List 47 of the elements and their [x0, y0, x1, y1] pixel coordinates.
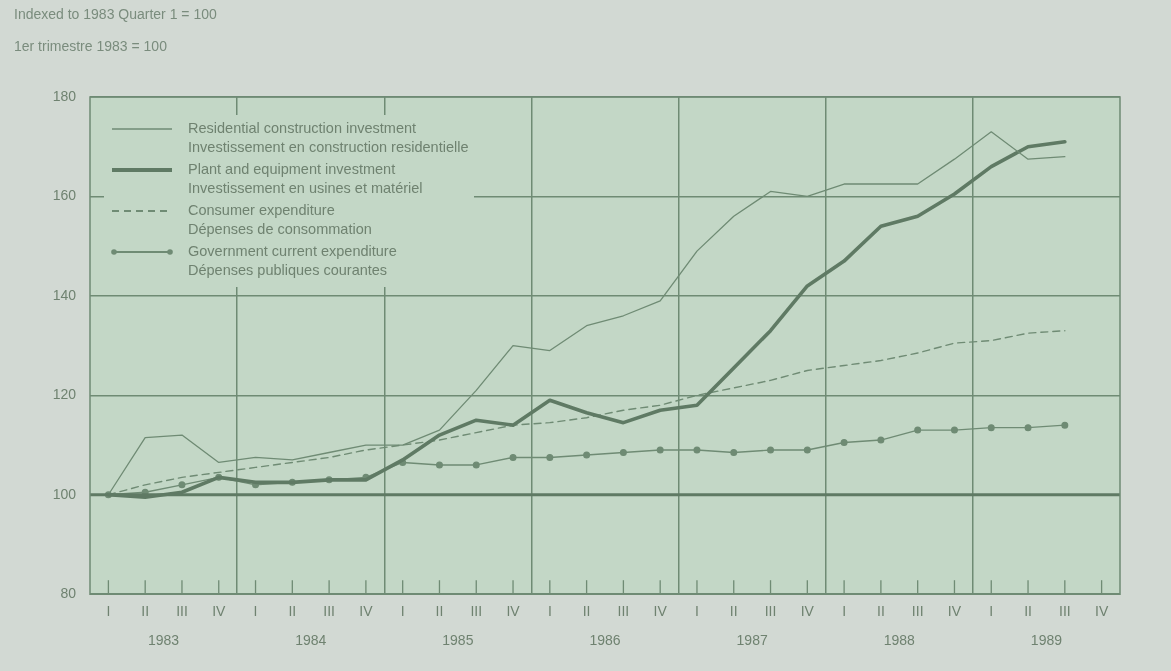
legend-label: Plant and equipment investment Investissement en usines et matériel — [188, 160, 423, 198]
x-tick-label: IV — [800, 603, 815, 620]
x-tick-label: III — [323, 603, 335, 620]
x-tick-label: II — [1024, 603, 1032, 620]
legend-label: Government current expenditure Dépenses publiques courantes — [188, 242, 397, 280]
y-tick-label: 160 — [52, 187, 77, 204]
legend-label: Residential construction investment Investissement en construction residentielle — [188, 119, 469, 157]
x-tick-label: IV — [359, 603, 374, 620]
x-tick-label: I — [695, 603, 699, 620]
chart-title: Indexed to 1983 Quarter 1 = 100 — [14, 6, 217, 22]
x-tick-label: III — [176, 603, 188, 620]
x-tick-label: IV — [653, 603, 668, 620]
text: 1988 — [883, 632, 916, 649]
text: 1984 — [295, 632, 327, 649]
y-tick-label: 140 — [52, 286, 77, 303]
x-tick-label: IV — [1094, 603, 1109, 620]
y-tick-label: 100 — [52, 485, 77, 502]
x-tick-label: II — [435, 603, 444, 620]
text: 1989 — [1030, 632, 1063, 649]
x-tick-label: I — [400, 603, 405, 620]
x-tick-label: I — [106, 603, 111, 620]
x-tick-label: II — [141, 603, 150, 620]
x-tick-label: II — [729, 603, 738, 620]
text: 1987 — [736, 632, 768, 649]
legend-label: Consumer expenditure Dépenses de consommation — [188, 201, 372, 239]
x-tick-label: III — [617, 603, 630, 620]
y-tick-label: 180 — [52, 87, 77, 104]
x-tick-label: III — [470, 603, 483, 620]
x-tick-label: III — [911, 603, 924, 620]
x-tick-label: I — [989, 603, 994, 620]
x-tick-label: II — [582, 603, 591, 620]
x-tick-label: III — [764, 603, 777, 620]
x-tick-label: IV — [212, 603, 227, 620]
y-tick-label: 80 — [60, 585, 77, 602]
x-tick-label: I — [253, 603, 258, 620]
text: 1985 — [442, 632, 474, 649]
chart-subtitle: 1er trimestre 1983 = 100 — [14, 38, 167, 54]
x-tick-label: I — [547, 603, 552, 620]
x-tick-label: II — [288, 603, 297, 620]
text: 1983 — [147, 632, 180, 649]
x-tick-label: II — [877, 603, 885, 620]
x-tick-label: I — [842, 603, 847, 620]
x-tick-label: IV — [506, 603, 521, 620]
x-tick-label: IV — [947, 603, 962, 620]
y-tick-label: 120 — [52, 386, 77, 403]
text: 1986 — [589, 632, 621, 649]
x-tick-label: III — [1058, 603, 1071, 620]
